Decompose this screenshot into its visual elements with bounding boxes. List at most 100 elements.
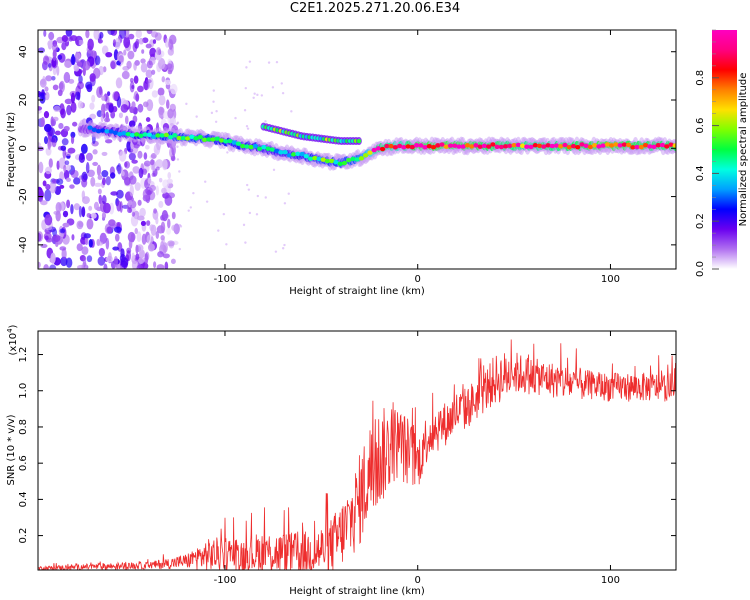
faint-dot: [234, 116, 237, 120]
ridge-point: [422, 145, 428, 150]
ridge-point: [312, 155, 318, 161]
noise-blob: [74, 91, 81, 100]
ridge-point: [333, 159, 339, 165]
ridge-point: [515, 142, 521, 148]
faint-dot: [176, 158, 180, 161]
ridge-point: [587, 144, 594, 150]
faint-dot: [281, 247, 285, 250]
ridge-point: [566, 144, 572, 150]
colorbar: [712, 30, 737, 269]
noise-blob: [145, 79, 152, 84]
noise-blob: [140, 62, 148, 73]
noise-blob: [77, 39, 84, 45]
y-tick-label: 20: [18, 94, 29, 107]
y-tick-label: 0.4: [18, 491, 29, 507]
noise-blob: [78, 205, 83, 218]
ridge-point: [227, 138, 233, 144]
ridge-point: [409, 144, 415, 150]
ridge-point: [231, 140, 237, 145]
ridge-point: [583, 143, 589, 149]
ridge-point: [210, 137, 216, 142]
noise-blob: [59, 228, 66, 234]
ridge-point: [481, 143, 488, 149]
noise-blob: [105, 51, 113, 58]
noise-blob: [77, 264, 85, 269]
x-tick-label: 0: [415, 274, 421, 285]
noise-blob: [70, 135, 75, 145]
noise-blob: [109, 172, 116, 179]
noise-blob: [54, 130, 62, 136]
noise-blob: [113, 226, 122, 233]
faint-dot: [280, 82, 283, 85]
ridge-point: [553, 143, 560, 148]
noise-blob: [52, 49, 57, 58]
faint-dot: [176, 145, 179, 148]
y-tick-label: -40: [18, 237, 29, 253]
ridge-point: [647, 144, 653, 149]
ridge-point: [324, 158, 331, 164]
faint-dot: [245, 183, 249, 187]
noise-blob: [131, 159, 138, 164]
ridge-point: [95, 128, 102, 134]
ridge-point: [146, 132, 153, 138]
noise-blob: [70, 204, 74, 215]
faint-dot: [176, 121, 180, 124]
noise-blob: [141, 233, 147, 245]
ridge-point: [439, 142, 445, 147]
noise-blob: [45, 166, 52, 175]
noise-blob: [76, 220, 84, 230]
noise-blob: [66, 104, 72, 116]
noise-blob: [42, 75, 46, 85]
noise-blob: [47, 139, 51, 150]
noise-blob: [155, 216, 159, 225]
ridge-point: [257, 146, 263, 151]
ridge-point: [460, 144, 466, 149]
ridge-point: [218, 138, 225, 143]
noise-blob: [43, 30, 47, 37]
noise-blob: [38, 161, 44, 174]
noise-blob: [149, 184, 156, 192]
noise-blob: [45, 225, 53, 231]
noise-blob: [66, 199, 71, 209]
noise-blob: [61, 42, 67, 51]
noise-blob: [112, 91, 119, 101]
ridge-point: [413, 143, 420, 148]
y-tick-label: -20: [18, 188, 29, 204]
ridge-point: [668, 142, 674, 147]
faint-dot: [281, 91, 285, 95]
faint-dot: [272, 168, 276, 172]
ridge-point: [184, 136, 191, 141]
noise-blob: [149, 47, 157, 58]
noise-blob: [160, 221, 166, 234]
noise-blob: [144, 144, 150, 150]
noise-blob: [128, 120, 136, 128]
noise-blob: [135, 38, 140, 46]
ridge-point: [401, 145, 407, 150]
noise-blob: [167, 240, 175, 247]
noise-blob: [59, 184, 65, 189]
noise-blob: [58, 122, 64, 130]
noise-blob: [78, 74, 83, 84]
ridge-point: [490, 142, 496, 147]
noise-blob: [161, 159, 168, 171]
faint-dot: [212, 100, 215, 103]
ridge-point: [613, 142, 619, 147]
noise-blob: [160, 235, 165, 241]
noise-blob: [86, 255, 93, 263]
ridge-point: [443, 144, 449, 149]
noise-blob: [155, 231, 160, 239]
faint-dot: [256, 93, 259, 97]
noise-blob: [161, 210, 169, 222]
noise-blob: [112, 39, 116, 48]
ridge-point: [316, 156, 322, 162]
noise-blob: [73, 65, 80, 72]
noise-blob: [49, 264, 57, 269]
noise-blob: [51, 56, 59, 69]
noise-blob: [39, 92, 46, 104]
noise-blob: [52, 84, 59, 91]
noise-blob: [142, 101, 149, 108]
noise-blob: [101, 212, 107, 219]
noise-blob: [116, 189, 124, 199]
scale-label-text: (x104): [6, 324, 19, 355]
y-tick-label: 0.2: [18, 528, 29, 544]
